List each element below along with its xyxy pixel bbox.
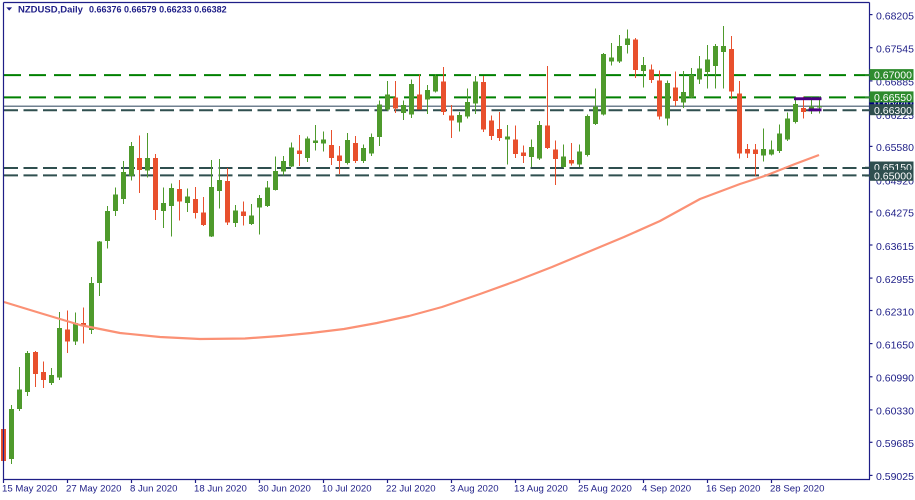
svg-text:18 Jun 2020: 18 Jun 2020: [194, 484, 247, 495]
svg-text:8 Jun 2020: 8 Jun 2020: [130, 484, 177, 495]
svg-text:13 Aug 2020: 13 Aug 2020: [514, 484, 568, 495]
svg-text:0.59025: 0.59025: [876, 471, 914, 483]
svg-text:0.59685: 0.59685: [876, 438, 914, 450]
svg-text:16 Sep 2020: 16 Sep 2020: [706, 484, 760, 495]
svg-text:0.68205: 0.68205: [876, 10, 914, 22]
svg-text:15 May 2020: 15 May 2020: [2, 484, 57, 495]
svg-text:0.66550: 0.66550: [874, 92, 912, 104]
svg-text:0.61650: 0.61650: [876, 339, 914, 351]
svg-text:0.62310: 0.62310: [876, 306, 914, 318]
svg-text:3 Aug 2020: 3 Aug 2020: [450, 484, 499, 495]
svg-text:0.60330: 0.60330: [876, 406, 914, 418]
svg-text:0.65000: 0.65000: [874, 170, 912, 182]
svg-text:10 Jul 2020: 10 Jul 2020: [322, 484, 372, 495]
svg-text:0.67545: 0.67545: [876, 44, 914, 56]
svg-text:0.64275: 0.64275: [876, 208, 914, 220]
svg-text:0.63615: 0.63615: [876, 241, 914, 253]
svg-text:28 Sep 2020: 28 Sep 2020: [770, 484, 824, 495]
svg-text:0.66300: 0.66300: [874, 105, 912, 117]
svg-text:0.60990: 0.60990: [876, 373, 914, 385]
svg-text:30 Jun 2020: 30 Jun 2020: [258, 484, 311, 495]
svg-text:0.67000: 0.67000: [874, 70, 912, 82]
svg-text:0.65580: 0.65580: [876, 142, 914, 154]
svg-text:4 Sep 2020: 4 Sep 2020: [642, 484, 691, 495]
svg-text:27 May 2020: 27 May 2020: [66, 484, 121, 495]
svg-text:0.62955: 0.62955: [876, 274, 914, 286]
svg-text:0.66376 0.66579 0.66233 0.6638: 0.66376 0.66579 0.66233 0.66382: [89, 5, 227, 15]
svg-text:NZDUSD,Daily: NZDUSD,Daily: [18, 5, 84, 16]
svg-text:22 Jul 2020: 22 Jul 2020: [386, 484, 436, 495]
svg-text:25 Aug 2020: 25 Aug 2020: [578, 484, 632, 495]
